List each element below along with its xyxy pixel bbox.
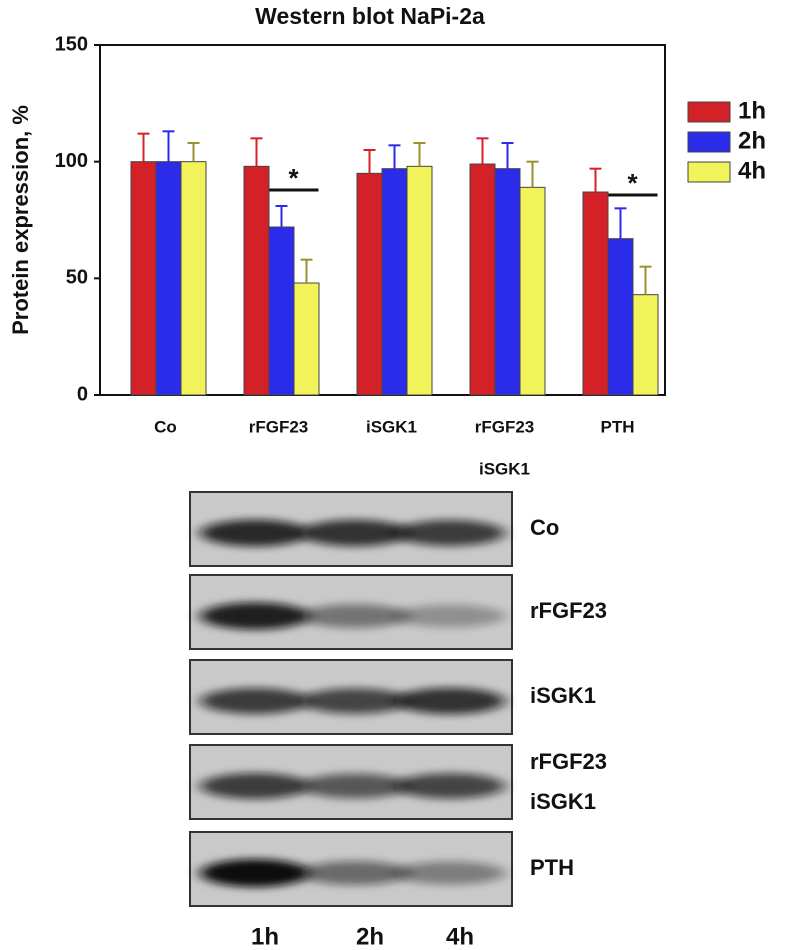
significance-label: * <box>288 163 299 193</box>
blot-band <box>300 688 410 714</box>
blot-row-label: Co <box>530 515 559 540</box>
bar <box>607 238 634 396</box>
bar <box>406 165 433 396</box>
blot-row-label: rFGF23 <box>530 749 607 774</box>
bar <box>155 161 182 396</box>
category-label: PTH <box>601 417 635 436</box>
y-tick-label: 50 <box>66 267 88 289</box>
blot-band <box>395 687 505 715</box>
bar <box>130 161 157 396</box>
category-label: rFGF23 <box>475 417 535 436</box>
blot-row-label: PTH <box>530 855 574 880</box>
blot-column-label: 1h <box>251 923 279 950</box>
legend-label: 4h <box>738 157 766 184</box>
category-label: rFGF23 <box>249 417 309 436</box>
chart-title: Western blot NaPi-2a <box>255 3 485 29</box>
blot-band <box>395 773 505 799</box>
bar <box>243 165 270 396</box>
blot-row-label: iSGK1 <box>530 683 596 708</box>
blot-band <box>200 602 310 630</box>
bar <box>381 168 408 396</box>
bar <box>469 163 496 396</box>
blot-column-label: 2h <box>356 923 384 950</box>
significance-label: * <box>627 168 638 198</box>
blot-band <box>300 604 410 628</box>
blot-band <box>200 773 310 799</box>
legend-swatch <box>687 161 731 183</box>
bar <box>632 294 659 396</box>
y-tick-label: 150 <box>55 33 88 55</box>
blot-band <box>200 859 310 887</box>
bar <box>582 191 609 396</box>
legend-swatch <box>687 131 731 153</box>
blot-band <box>300 861 410 885</box>
blot-band <box>300 773 410 799</box>
blot-band <box>300 519 410 547</box>
category-label: iSGK1 <box>479 459 530 478</box>
bar <box>268 226 295 396</box>
category-label: iSGK1 <box>366 417 417 436</box>
category-label: Co <box>154 417 177 436</box>
blot-band <box>395 520 505 546</box>
bar <box>293 282 320 396</box>
y-tick-label: 100 <box>55 150 88 172</box>
legend-label: 1h <box>738 97 766 124</box>
y-tick-label: 0 <box>77 383 88 405</box>
blot-row-label: rFGF23 <box>530 598 607 623</box>
bar <box>356 172 383 396</box>
blot-band <box>200 688 310 714</box>
blot-band <box>395 604 505 628</box>
blot-band <box>395 861 505 885</box>
bar <box>180 161 207 396</box>
y-axis-label: Protein expression, % <box>8 105 33 335</box>
bar <box>519 186 546 396</box>
legend-label: 2h <box>738 127 766 154</box>
blot-band <box>200 519 310 547</box>
blot-column-label: 4h <box>446 923 474 950</box>
blot-row-label: iSGK1 <box>530 789 596 814</box>
bar <box>494 168 521 396</box>
legend-swatch <box>687 101 731 123</box>
